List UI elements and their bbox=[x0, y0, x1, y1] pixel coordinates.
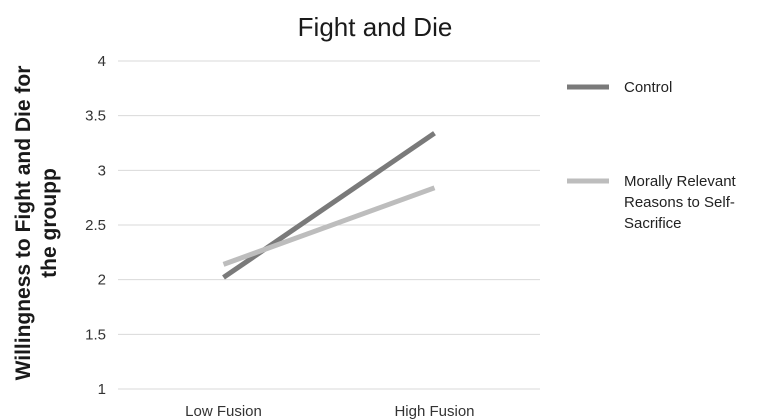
legend-label: Control bbox=[624, 79, 672, 96]
series-lines bbox=[222, 131, 436, 280]
y-tick-labels: 1 1.5 2 2.5 3 3.5 4 bbox=[85, 53, 106, 398]
gridlines bbox=[118, 60, 540, 390]
chart-title: Fight and Die bbox=[298, 12, 453, 42]
series-line-1 bbox=[222, 131, 436, 280]
y-tick-label: 4 bbox=[98, 53, 106, 70]
x-tick-labels: Low Fusion High Fusion bbox=[185, 403, 474, 420]
y-tick-label: 1 bbox=[98, 381, 106, 398]
y-tick-label: 2 bbox=[98, 272, 106, 289]
x-tick-label: High Fusion bbox=[394, 403, 474, 420]
legend-label: Sacrifice bbox=[624, 215, 682, 232]
y-tick-label: 3.5 bbox=[85, 108, 106, 125]
legend-label: Reasons to Self- bbox=[624, 194, 735, 211]
y-axis-label-line-2: the groupp bbox=[38, 168, 61, 278]
y-tick-label: 3 bbox=[98, 162, 106, 179]
y-axis-label-line-1: Willingness to Fight and Die for bbox=[12, 66, 35, 381]
y-tick-label: 1.5 bbox=[85, 326, 106, 343]
series-line-2 bbox=[222, 185, 436, 267]
x-tick-label: Low Fusion bbox=[185, 403, 262, 420]
legend: Control Morally Relevant Reasons to Self- S… bbox=[567, 79, 737, 232]
y-axis-label: Willingness to Fight and Die for the gro… bbox=[12, 66, 61, 381]
y-tick-label: 2.5 bbox=[85, 217, 106, 234]
legend-label: Morally Relevant bbox=[624, 173, 737, 190]
